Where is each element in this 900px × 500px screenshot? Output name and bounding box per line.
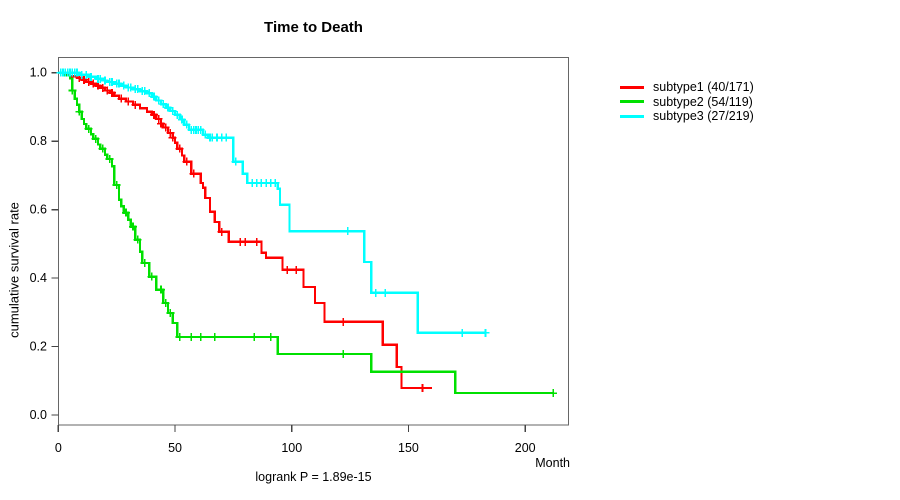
plot-border xyxy=(57,56,570,426)
legend-line-swatch-subtype2 xyxy=(620,100,644,104)
legend: subtype1 (40/171) subtype2 (54/119) subt… xyxy=(620,80,754,124)
censor-marks-subtype1 xyxy=(56,68,427,392)
chart-title: Time to Death xyxy=(264,19,363,36)
y-tick-label: 1.0 xyxy=(30,66,47,80)
x-axis-title: Month xyxy=(535,456,570,470)
legend-entry-subtype3: subtype3 (27/219) xyxy=(620,109,754,124)
y-tick-label: 0.8 xyxy=(30,134,47,148)
legend-line-swatch-subtype3 xyxy=(620,114,644,118)
x-tick-label: 150 xyxy=(398,441,419,455)
censor-marks-subtype3 xyxy=(56,68,490,337)
y-axis: 0.0 0.2 0.4 0.6 0.8 1.0 xyxy=(30,66,59,422)
x-tick-label: 200 xyxy=(515,441,536,455)
legend-label-subtype3: subtype3 (27/219) xyxy=(653,109,754,124)
y-tick-label: 0.2 xyxy=(30,340,47,354)
y-tick-label: 0.6 xyxy=(30,203,47,217)
x-tick-label: 0 xyxy=(55,441,62,455)
logrank-p-value: logrank P = 1.89e-15 xyxy=(255,470,372,484)
y-tick-label: 0.4 xyxy=(30,271,47,285)
legend-entry-subtype2: subtype2 (54/119) xyxy=(620,95,754,110)
survival-curve-subtype1 xyxy=(58,71,432,390)
legend-label-subtype2: subtype2 (54/119) xyxy=(653,94,753,109)
x-axis: 0 50 100 150 200 xyxy=(55,425,536,455)
survival-curve-subtype2 xyxy=(58,71,554,395)
x-tick-label: 50 xyxy=(168,441,182,455)
legend-line-swatch-subtype1 xyxy=(620,85,644,89)
y-axis-title: cumulative survival rate xyxy=(6,202,22,338)
legend-entry-subtype1: subtype1 (40/171) xyxy=(620,80,754,95)
legend-label-subtype1: subtype1 (40/171) xyxy=(653,80,754,95)
y-tick-label: 0.0 xyxy=(30,408,47,422)
censor-marks-subtype2 xyxy=(56,68,558,398)
x-tick-label: 100 xyxy=(281,441,302,455)
